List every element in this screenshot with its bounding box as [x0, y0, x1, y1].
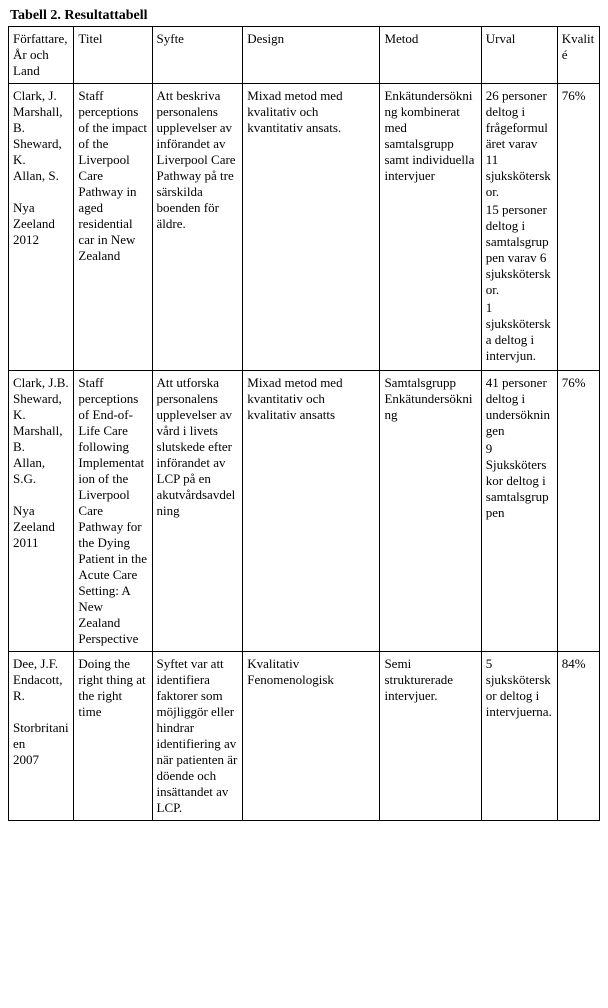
cell-title: Doing the right thing at the right time	[74, 652, 152, 821]
col-design: Design	[243, 27, 380, 84]
cell-design: Mixad metod med kvalitativ och kvantitat…	[243, 84, 380, 371]
table-row: Dee, J.F.Endacott, R.Storbritanien2007Do…	[9, 652, 600, 821]
cell-quality: 76%	[557, 84, 599, 371]
cell-title: Staff perceptions of End-of-Life Care fo…	[74, 371, 152, 652]
cell-purpose: Att beskriva personalens upplevelser av …	[152, 84, 243, 371]
col-quality: Kvalité	[557, 27, 599, 84]
col-purpose: Syfte	[152, 27, 243, 84]
cell-design: Mixad metod med kvantitativ och kvalitat…	[243, 371, 380, 652]
table-caption: Tabell 2. Resultattabell	[10, 8, 600, 24]
cell-author: Clark, J.Marshall, B.Sheward, K.Allan, S…	[9, 84, 74, 371]
cell-author: Clark, J.B.Sheward, K.Marshall, B.Allan,…	[9, 371, 74, 652]
cell-sample: 41 personer deltog i undersökningen9 Sju…	[481, 371, 557, 652]
cell-purpose: Att utforska personalens upplevelser av …	[152, 371, 243, 652]
cell-method: Enkätundersökning kombinerat med samtals…	[380, 84, 481, 371]
col-sample: Urval	[481, 27, 557, 84]
col-method: Metod	[380, 27, 481, 84]
cell-title: Staff perceptions of the impact of the L…	[74, 84, 152, 371]
cell-method: Samtalsgrupp Enkätundersökning	[380, 371, 481, 652]
cell-author: Dee, J.F.Endacott, R.Storbritanien2007	[9, 652, 74, 821]
cell-sample: 5 sjuksköterskor deltog i intervjuerna.	[481, 652, 557, 821]
cell-sample: 26 personer deltog i frågeformuläret var…	[481, 84, 557, 371]
cell-design: Kvalitativ Fenomenologisk	[243, 652, 380, 821]
table-row: Clark, J.B.Sheward, K.Marshall, B.Allan,…	[9, 371, 600, 652]
col-title: Titel	[74, 27, 152, 84]
cell-quality: 76%	[557, 371, 599, 652]
result-table: Författare, År och Land Titel Syfte Desi…	[8, 26, 600, 821]
cell-method: Semi strukturerade intervjuer.	[380, 652, 481, 821]
cell-quality: 84%	[557, 652, 599, 821]
table-row: Clark, J.Marshall, B.Sheward, K.Allan, S…	[9, 84, 600, 371]
col-author: Författare, År och Land	[9, 27, 74, 84]
table-header-row: Författare, År och Land Titel Syfte Desi…	[9, 27, 600, 84]
cell-purpose: Syftet var att identifiera faktorer som …	[152, 652, 243, 821]
